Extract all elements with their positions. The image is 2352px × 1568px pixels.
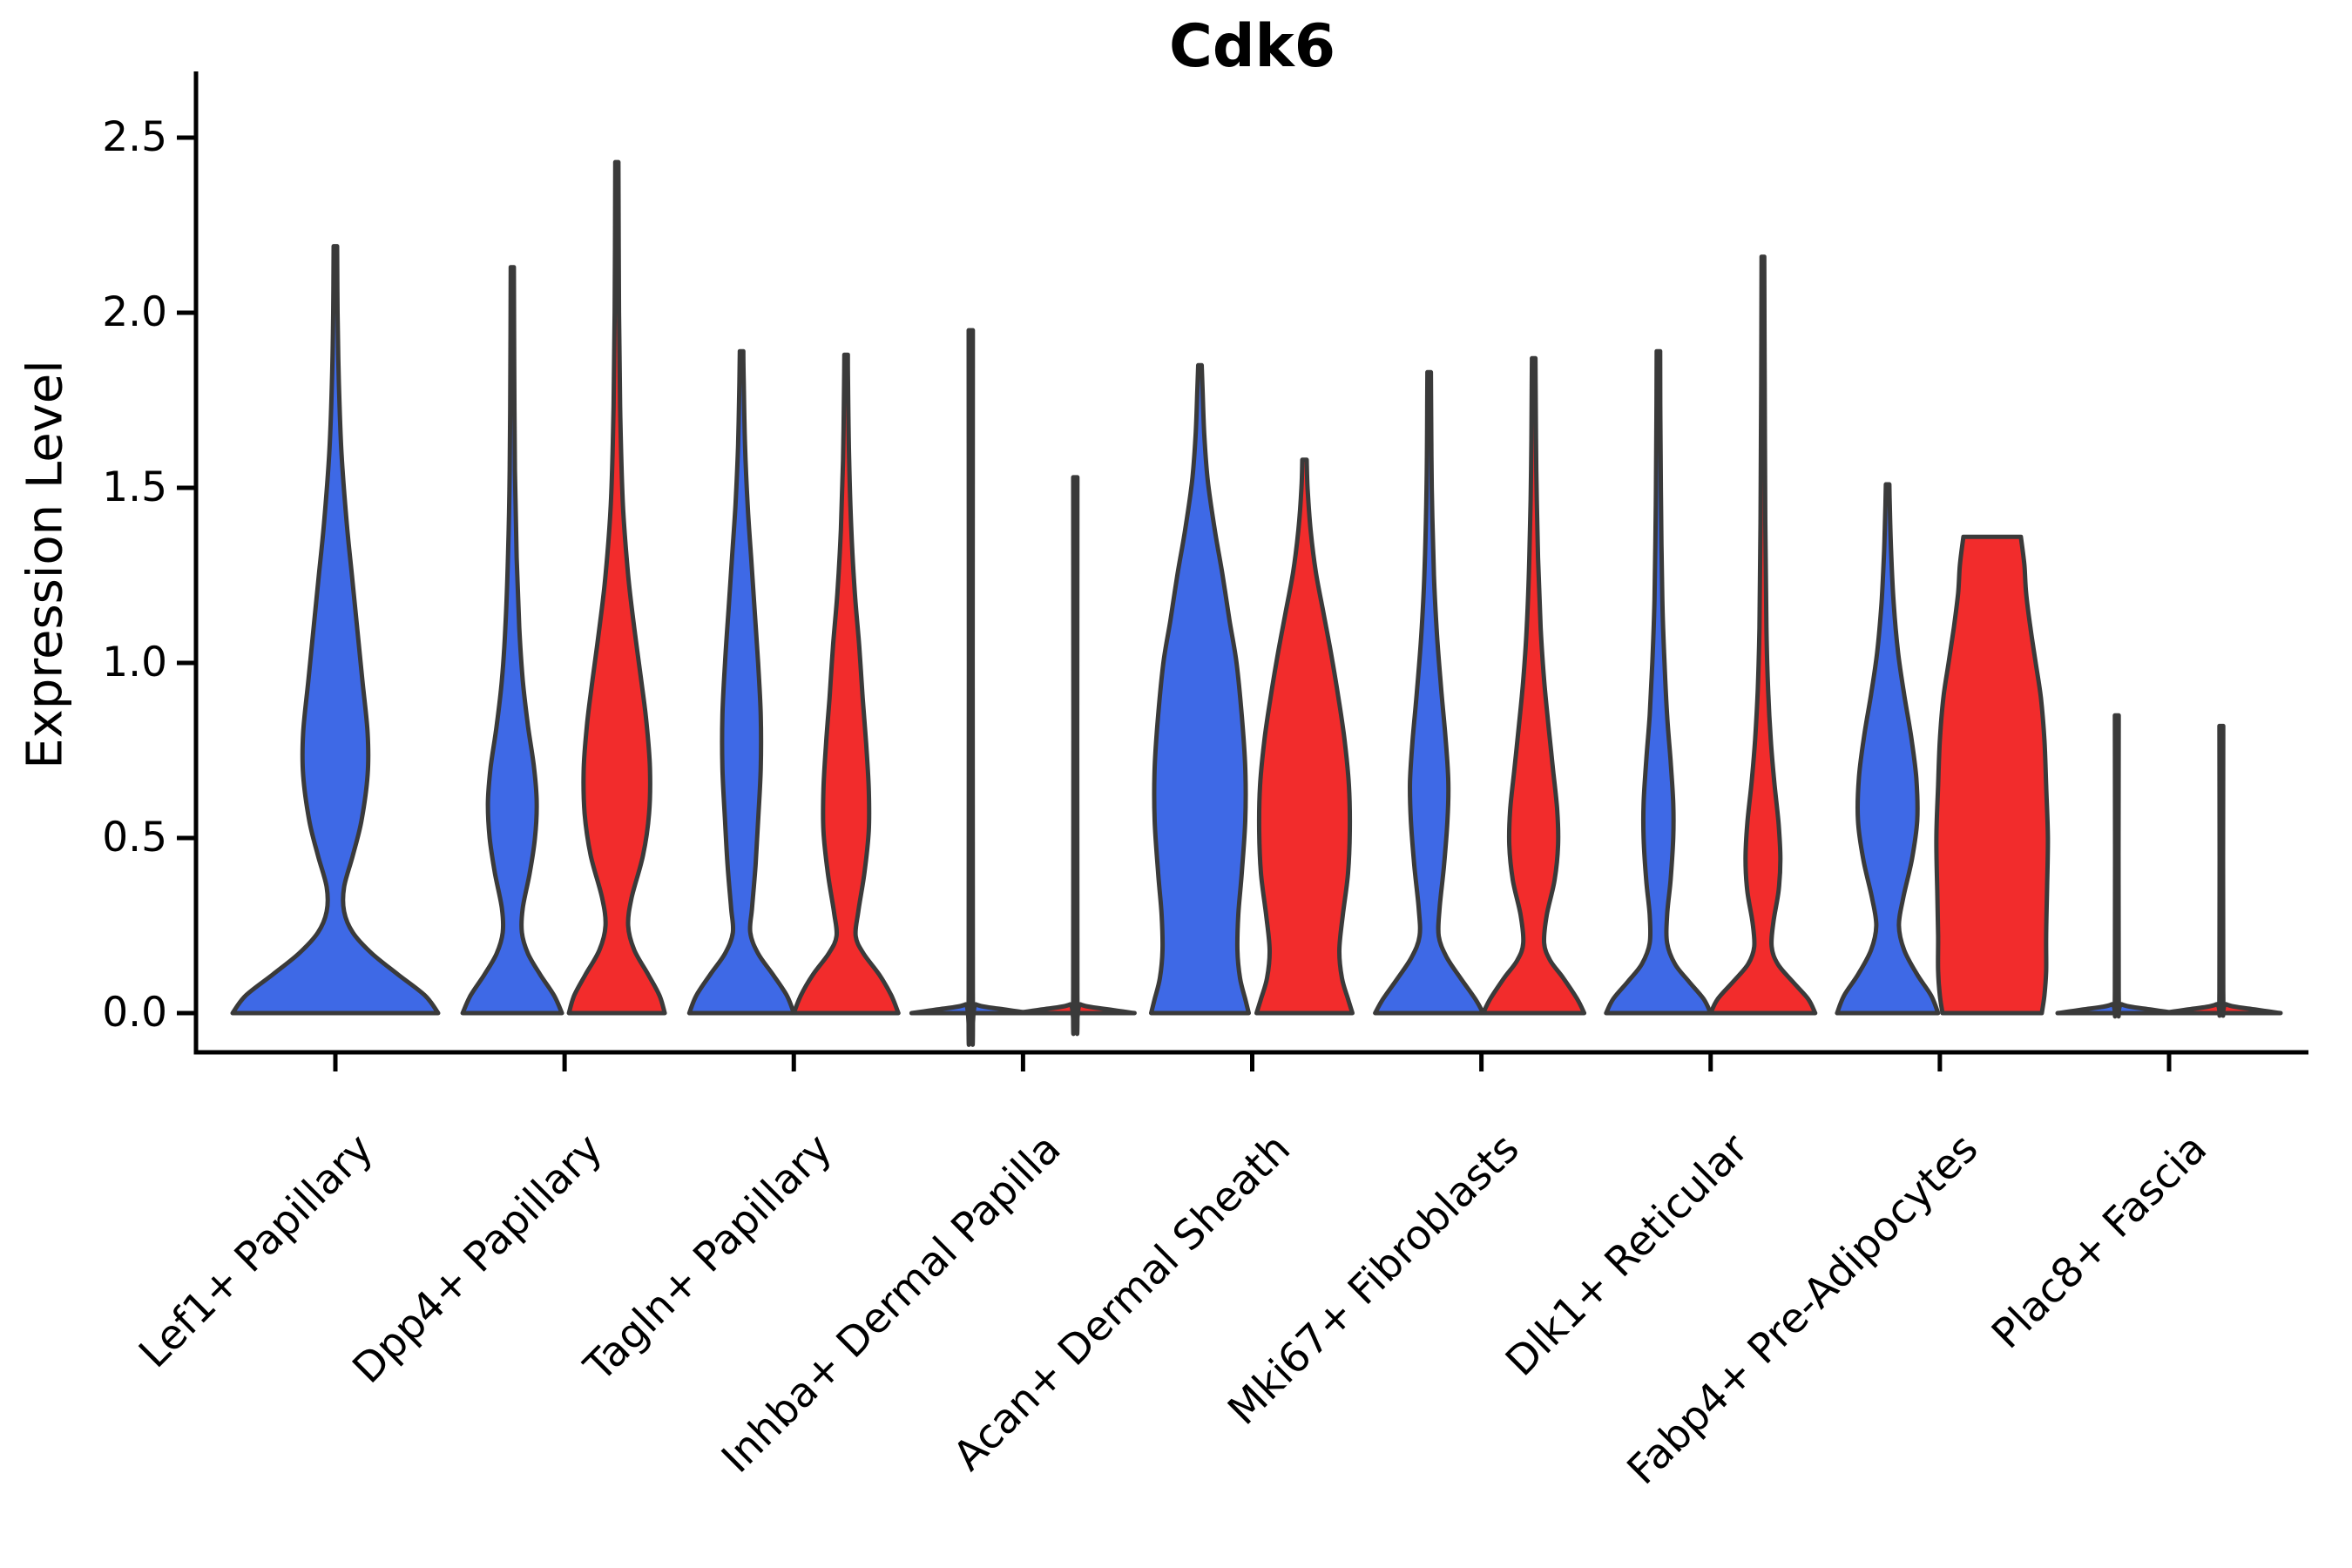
violin-blue-fabp4-pre-adipocytes	[1835, 482, 1941, 1016]
y-tick-label: 1.5	[102, 463, 167, 511]
violin-red-plac8-fascia	[2159, 723, 2283, 1018]
violin-blue-inhba-dermal-papilla	[909, 328, 1032, 1047]
violin-red-dpp4-papillary	[566, 159, 667, 1016]
violin-blue-plac8-fascia	[2055, 713, 2179, 1019]
violin-red-mki67-fibroblasts	[1481, 355, 1587, 1016]
violin-red-acan-dermal-sheath	[1254, 457, 1355, 1016]
y-tick-label: 2.0	[102, 288, 167, 336]
violin-blue-acan-dermal-sheath	[1149, 362, 1251, 1016]
violin-red-tagln-papillary	[791, 352, 901, 1016]
violin-red-inhba-dermal-papilla	[1013, 475, 1137, 1037]
violin-blue-mki67-fibroblasts	[1373, 369, 1486, 1016]
chart-title: Cdk6	[1168, 12, 1336, 81]
y-tick-label: 2.5	[102, 113, 167, 161]
violin-red-dlk1-reticular	[1708, 254, 1818, 1016]
y-tick-label: 0.0	[102, 989, 167, 1037]
violin-blue-lef1-papillary	[230, 244, 441, 1016]
violin-blue-dpp4-papillary	[460, 265, 564, 1016]
violin-blue-tagln-papillary	[686, 348, 796, 1016]
violin-red-fabp4-pre-adipocytes	[1934, 534, 2051, 1016]
y-tick-label: 0.5	[102, 814, 167, 862]
violin-blue-dlk1-reticular	[1604, 348, 1713, 1016]
y-tick-label: 1.0	[102, 639, 167, 686]
